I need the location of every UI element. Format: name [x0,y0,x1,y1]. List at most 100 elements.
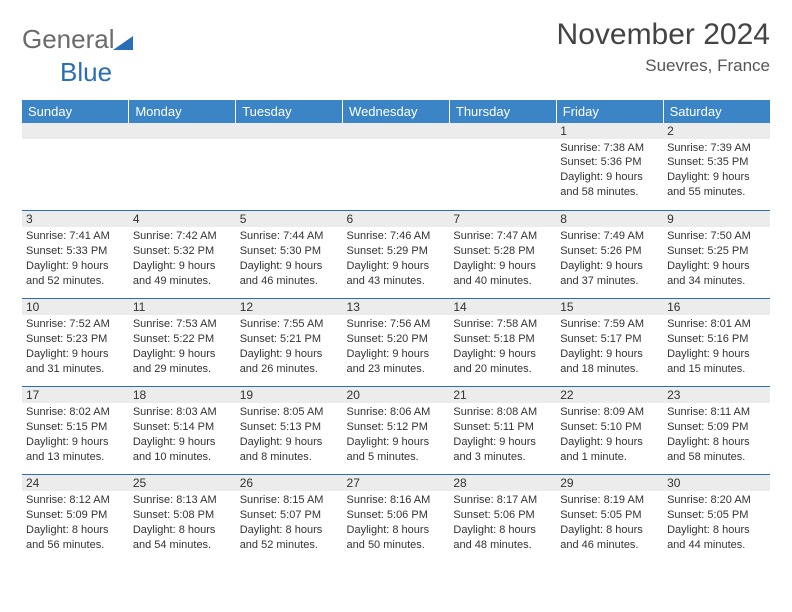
daylight-text-2: and 56 minutes. [26,538,125,553]
sunrise-text: Sunrise: 8:16 AM [347,493,446,508]
day-body: Sunrise: 7:59 AMSunset: 5:17 PMDaylight:… [556,315,663,380]
sunset-text: Sunset: 5:07 PM [240,508,339,523]
title-block: November 2024 Suevres, France [557,18,770,76]
day-cell: 21Sunrise: 8:08 AMSunset: 5:11 PMDayligh… [449,387,556,475]
day-body: Sunrise: 8:06 AMSunset: 5:12 PMDaylight:… [343,403,450,468]
day-body: Sunrise: 8:01 AMSunset: 5:16 PMDaylight:… [663,315,770,380]
sunrise-text: Sunrise: 8:06 AM [347,405,446,420]
day-cell: 22Sunrise: 8:09 AMSunset: 5:10 PMDayligh… [556,387,663,475]
empty-daynum [449,123,556,139]
daylight-text-1: Daylight: 9 hours [26,435,125,450]
daylight-text-1: Daylight: 9 hours [667,170,766,185]
daylight-text-2: and 8 minutes. [240,450,339,465]
daylight-text-1: Daylight: 9 hours [347,347,446,362]
daylight-text-1: Daylight: 9 hours [133,435,232,450]
sunrise-text: Sunrise: 8:02 AM [26,405,125,420]
day-cell: 27Sunrise: 8:16 AMSunset: 5:06 PMDayligh… [343,475,450,563]
sunrise-text: Sunrise: 8:12 AM [26,493,125,508]
weekday-header-row: Sunday Monday Tuesday Wednesday Thursday… [22,100,770,123]
day-cell [129,123,236,211]
weekday-header: Monday [129,100,236,123]
day-number: 28 [449,475,556,491]
weekday-header: Friday [556,100,663,123]
sunrise-text: Sunrise: 7:38 AM [560,141,659,156]
day-cell: 9Sunrise: 7:50 AMSunset: 5:25 PMDaylight… [663,211,770,299]
sunset-text: Sunset: 5:15 PM [26,420,125,435]
day-body: Sunrise: 7:46 AMSunset: 5:29 PMDaylight:… [343,227,450,292]
sunrise-text: Sunrise: 7:47 AM [453,229,552,244]
day-body: Sunrise: 7:55 AMSunset: 5:21 PMDaylight:… [236,315,343,380]
day-cell: 16Sunrise: 8:01 AMSunset: 5:16 PMDayligh… [663,299,770,387]
daylight-text-2: and 48 minutes. [453,538,552,553]
day-number: 17 [22,387,129,403]
day-body: Sunrise: 8:19 AMSunset: 5:05 PMDaylight:… [556,491,663,556]
sunset-text: Sunset: 5:05 PM [667,508,766,523]
logo-word-1: General [22,24,115,54]
sunset-text: Sunset: 5:23 PM [26,332,125,347]
day-body: Sunrise: 8:11 AMSunset: 5:09 PMDaylight:… [663,403,770,468]
day-number: 6 [343,211,450,227]
daylight-text-1: Daylight: 9 hours [347,435,446,450]
daylight-text-1: Daylight: 9 hours [133,347,232,362]
day-number: 30 [663,475,770,491]
day-cell: 14Sunrise: 7:58 AMSunset: 5:18 PMDayligh… [449,299,556,387]
daylight-text-2: and 20 minutes. [453,362,552,377]
week-daynum-row: 3Sunrise: 7:41 AMSunset: 5:33 PMDaylight… [22,211,770,299]
daylight-text-2: and 52 minutes. [26,274,125,289]
day-cell: 12Sunrise: 7:55 AMSunset: 5:21 PMDayligh… [236,299,343,387]
day-number: 2 [663,123,770,139]
sunset-text: Sunset: 5:36 PM [560,155,659,170]
sunrise-text: Sunrise: 7:46 AM [347,229,446,244]
logo: General Blue [22,24,133,88]
daylight-text-1: Daylight: 9 hours [667,347,766,362]
sunset-text: Sunset: 5:06 PM [453,508,552,523]
sunrise-text: Sunrise: 8:03 AM [133,405,232,420]
sunset-text: Sunset: 5:33 PM [26,244,125,259]
day-number: 4 [129,211,236,227]
day-number: 14 [449,299,556,315]
daylight-text-1: Daylight: 9 hours [453,347,552,362]
day-number: 23 [663,387,770,403]
day-cell: 3Sunrise: 7:41 AMSunset: 5:33 PMDaylight… [22,211,129,299]
day-cell: 25Sunrise: 8:13 AMSunset: 5:08 PMDayligh… [129,475,236,563]
daylight-text-2: and 52 minutes. [240,538,339,553]
weekday-header: Sunday [22,100,129,123]
daylight-text-2: and 1 minute. [560,450,659,465]
day-cell: 17 Sunrise: 8:02 AMSunset: 5:15 PMDayligh… [22,387,129,475]
day-cell [22,123,129,211]
day-number: 24 [22,475,129,491]
daylight-text-1: Daylight: 9 hours [560,259,659,274]
day-body: Sunrise: 8:03 AMSunset: 5:14 PMDaylight:… [129,403,236,468]
sunrise-text: Sunrise: 7:53 AM [133,317,232,332]
daylight-text-2: and 55 minutes. [667,185,766,200]
day-cell: 13Sunrise: 7:56 AMSunset: 5:20 PMDayligh… [343,299,450,387]
daylight-text-1: Daylight: 9 hours [453,259,552,274]
location: Suevres, France [557,56,770,76]
sunrise-text: Sunrise: 7:44 AM [240,229,339,244]
daylight-text-1: Daylight: 9 hours [453,435,552,450]
day-cell: 8Sunrise: 7:49 AMSunset: 5:26 PMDaylight… [556,211,663,299]
day-body: Sunrise: 7:41 AMSunset: 5:33 PMDaylight:… [22,227,129,292]
daylight-text-1: Daylight: 8 hours [347,523,446,538]
daylight-text-2: and 43 minutes. [347,274,446,289]
day-body: Sunrise: 7:44 AMSunset: 5:30 PMDaylight:… [236,227,343,292]
sunset-text: Sunset: 5:10 PM [560,420,659,435]
daylight-text-1: Daylight: 9 hours [26,347,125,362]
week-daynum-row: 10Sunrise: 7:52 AMSunset: 5:23 PMDayligh… [22,299,770,387]
sunset-text: Sunset: 5:08 PM [133,508,232,523]
daylight-text-1: Daylight: 9 hours [560,170,659,185]
daylight-text-2: and 26 minutes. [240,362,339,377]
empty-daynum [343,123,450,139]
day-cell: 20Sunrise: 8:06 AMSunset: 5:12 PMDayligh… [343,387,450,475]
day-number: 20 [343,387,450,403]
sunrise-text: Sunrise: 8:19 AM [560,493,659,508]
day-body: Sunrise: 8:08 AMSunset: 5:11 PMDaylight:… [449,403,556,468]
day-number: 11 [129,299,236,315]
sunrise-text: Sunrise: 8:13 AM [133,493,232,508]
sunrise-text: Sunrise: 8:17 AM [453,493,552,508]
day-number: 25 [129,475,236,491]
day-cell [343,123,450,211]
day-number: 8 [556,211,663,227]
daylight-text-1: Daylight: 8 hours [26,523,125,538]
sunset-text: Sunset: 5:06 PM [347,508,446,523]
